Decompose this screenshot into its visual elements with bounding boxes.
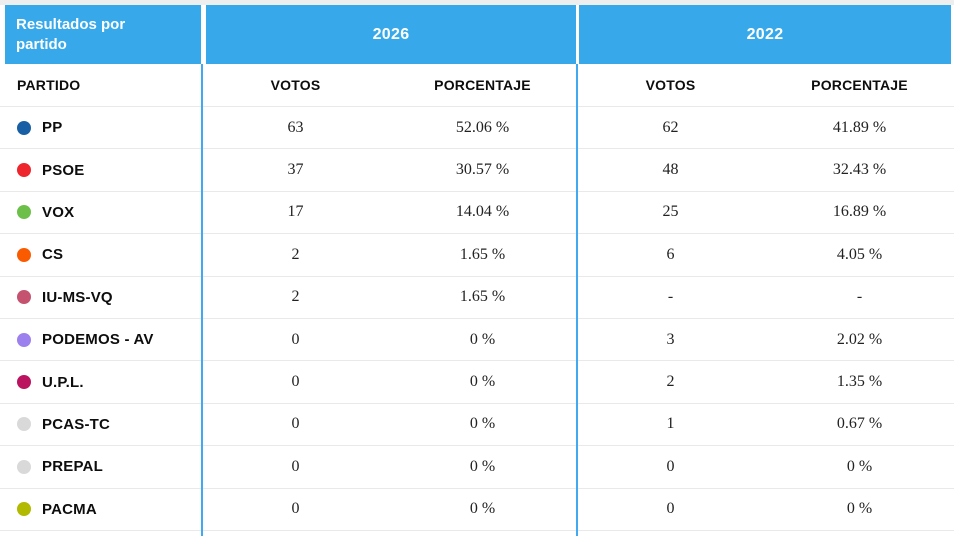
votes-2022-cell: 48 [662,161,679,179]
table-header-band: Resultados por partido 2026 2022 [0,5,954,64]
party-name: CS [42,246,64,264]
top-strip [0,0,954,5]
votes-2026-cell: 0 [291,373,300,391]
votes-2022-cell: 3 [666,330,675,348]
table-row: PSOE 37 30.57 % 48 32.43 % [0,149,954,192]
party-color-dot [17,417,31,432]
party-color-dot [17,459,31,474]
party-color-dot [17,163,31,178]
votes-2022-cell: 62 [662,118,679,136]
party-cell: PACMA [0,501,202,518]
party-color-dot [17,502,31,517]
column-header-row: PARTIDO VOTOS PORCENTAJE VOTOS PORCENTAJ… [0,64,954,107]
percentage-2022-cell: 0.67 % [836,415,883,433]
table-row: VOX 17 14.04 % 25 16.89 % [0,192,954,235]
percentage-2026-cell: 0 % [469,415,496,433]
percentage-2026-cell: 0 % [469,457,496,475]
party-name: IU-MS-VQ [42,288,113,306]
table-row: U.P.L. 0 0 % 2 1.35 % [0,361,954,404]
party-name: PODEMOS - AV [42,331,154,349]
table-row: PCAS-TC 0 0 % 1 0.67 % [0,404,954,447]
column-header-votos-2022: VOTOS [645,77,696,93]
votes-2022-cell: 6 [666,245,675,263]
party-cell: PCAS-TC [0,416,202,433]
party-cell: IU-MS-VQ [0,289,202,306]
percentage-2022-cell: 0 % [846,500,873,518]
table-row: PODEMOS - AV 0 0 % 3 2.02 % [0,319,954,362]
votes-2026-cell: 17 [287,203,304,221]
votes-2022-cell: - [667,288,674,306]
percentage-2026-cell: 0 % [469,373,496,391]
votes-2026-cell: 0 [291,415,300,433]
votes-2026-cell: 2 [291,288,300,306]
party-name: PREPAL [42,458,103,476]
party-cell: PODEMOS - AV [0,331,202,348]
percentage-2022-cell: 32.43 % [832,161,887,179]
table-row: PREPAL 0 0 % 0 0 % [0,446,954,489]
party-color-dot [17,332,31,347]
table-row: PP 63 52.06 % 62 41.89 % [0,107,954,150]
party-name: PCAS-TC [42,415,111,433]
votes-2022-cell: 1 [666,415,675,433]
percentage-2022-cell: 41.89 % [832,118,887,136]
party-name: VOX [42,203,75,221]
percentage-2022-cell: 0 % [846,457,873,475]
votes-2026-cell: 0 [291,500,300,518]
votes-2022-cell: 2 [666,373,675,391]
column-header-partido: PARTIDO [17,77,81,93]
table-row: CS 2 1.65 % 6 4.05 % [0,234,954,277]
percentage-2026-cell: 0 % [469,330,496,348]
percentage-2026-cell: 1.65 % [459,245,506,263]
percentage-2026-cell: 30.57 % [455,161,510,179]
percentage-2022-cell: 4.05 % [836,245,883,263]
party-cell: PSOE [0,162,202,179]
party-color-dot [17,247,31,262]
percentage-2022-cell: - [856,288,863,306]
column-divider [576,64,578,536]
column-header-votos-2026: VOTOS [270,77,321,93]
percentage-2026-cell: 0 % [469,500,496,518]
percentage-2022-cell: 1.35 % [836,373,883,391]
party-name: PP [42,119,63,137]
party-name: PSOE [42,161,85,179]
party-name: U.P.L. [42,373,84,391]
percentage-2026-cell: 52.06 % [455,118,510,136]
votes-2022-cell: 25 [662,203,679,221]
votes-2022-cell: 0 [666,457,675,475]
party-cell: PREPAL [0,458,202,475]
percentage-2022-cell: 2.02 % [836,330,883,348]
percentage-2026-cell: 14.04 % [455,203,510,221]
table-row: PACMA 0 0 % 0 0 % [0,489,954,531]
percentage-2026-cell: 1.65 % [459,288,506,306]
party-cell: PP [0,119,202,136]
votes-2026-cell: 63 [287,118,304,136]
percentage-2022-cell: 16.89 % [832,203,887,221]
party-color-dot [17,290,31,305]
table-title-cell: Resultados por partido [5,5,201,64]
table-title: Resultados por partido [16,16,126,53]
table-row: IU-MS-VQ 2 1.65 % - - [0,277,954,319]
votes-2022-cell: 0 [666,500,675,518]
column-divider [201,64,203,536]
votes-2026-cell: 0 [291,457,300,475]
party-color-dot [17,120,31,135]
party-cell: U.P.L. [0,374,202,391]
party-name: PACMA [42,500,97,518]
party-cell: VOX [0,204,202,221]
votes-2026-cell: 2 [291,245,300,263]
year-header-2022: 2022 [579,5,951,64]
party-color-dot [17,205,31,220]
column-header-porcentaje-2026: PORCENTAJE [434,77,531,93]
party-cell: CS [0,246,202,263]
party-color-dot [17,375,31,390]
votes-2026-cell: 37 [287,161,304,179]
year-header-2026: 2026 [206,5,576,64]
votes-2026-cell: 0 [291,330,300,348]
column-header-porcentaje-2022: PORCENTAJE [811,77,908,93]
